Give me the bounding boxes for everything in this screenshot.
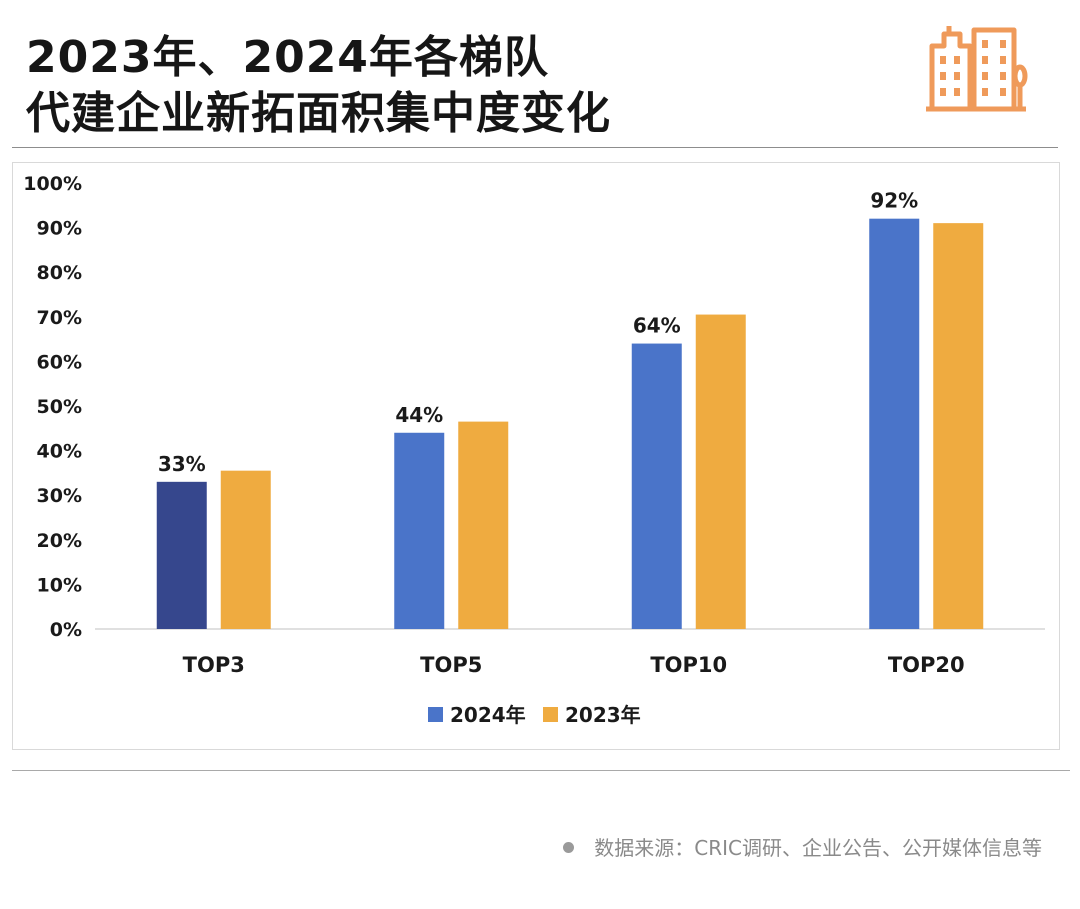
data-label-top5: 44% (395, 403, 443, 427)
y-tick-label: 100% (23, 173, 82, 195)
y-axis-labels: 0% 10% 20% 30% 40% 50% 60% 70% 80% 90% 100% (23, 173, 82, 641)
bar-2023-top3 (220, 470, 271, 629)
legend-label-2023: 2023年 (565, 703, 641, 727)
footer-divider (12, 770, 1070, 771)
y-tick-label: 10% (37, 574, 82, 596)
y-tick-label: 90% (37, 218, 82, 240)
y-tick-label: 0% (50, 619, 82, 641)
page-title: 2023年、2024年各梯队 代建企业新拓面积集中度变化 (26, 30, 611, 142)
legend-label-2024: 2024年 (450, 703, 526, 727)
y-tick-label: 60% (37, 351, 82, 373)
city-buildings-icon (926, 26, 1028, 112)
bars (156, 218, 984, 629)
x-tick-label: TOP10 (650, 653, 727, 677)
data-source-text: 数据来源：CRIC调研、企业公告、公开媒体信息等 (594, 836, 1042, 860)
bar-2023-top20 (933, 223, 984, 629)
bullet-dot-icon (563, 842, 575, 853)
title-line-1: 2023年、2024年各梯队 (26, 32, 549, 83)
bar-2023-top10 (695, 314, 746, 629)
y-tick-label: 20% (37, 530, 82, 552)
legend-swatch-2023 (543, 707, 558, 722)
bar-2024-top20 (869, 218, 920, 629)
bar-2024-top5 (394, 432, 445, 629)
data-source-note: 数据来源：CRIC调研、企业公告、公开媒体信息等 (563, 832, 1042, 861)
y-tick-label: 70% (37, 307, 82, 329)
data-labels: 33% 44% 64% 92% (158, 189, 918, 476)
title-line-2: 代建企业新拓面积集中度变化 (26, 88, 611, 139)
legend: 2024年 2023年 (428, 703, 641, 727)
data-label-top3: 33% (158, 452, 206, 476)
y-tick-label: 80% (37, 262, 82, 284)
legend-swatch-2024 (428, 707, 443, 722)
data-label-top20: 92% (870, 189, 918, 213)
x-tick-label: TOP5 (420, 653, 482, 677)
bar-2023-top5 (458, 421, 509, 629)
x-axis-labels: TOP3 TOP5 TOP10 TOP20 (183, 653, 965, 677)
data-label-top10: 64% (633, 314, 681, 338)
y-tick-label: 30% (37, 485, 82, 507)
y-tick-label: 40% (37, 441, 82, 463)
y-tick-label: 50% (37, 396, 82, 418)
bar-2024-top3 (156, 481, 207, 629)
x-tick-label: TOP3 (183, 653, 245, 677)
title-divider (12, 147, 1058, 148)
bar-2024-top10 (631, 343, 682, 629)
x-tick-label: TOP20 (888, 653, 965, 677)
chart-frame (12, 162, 1060, 750)
